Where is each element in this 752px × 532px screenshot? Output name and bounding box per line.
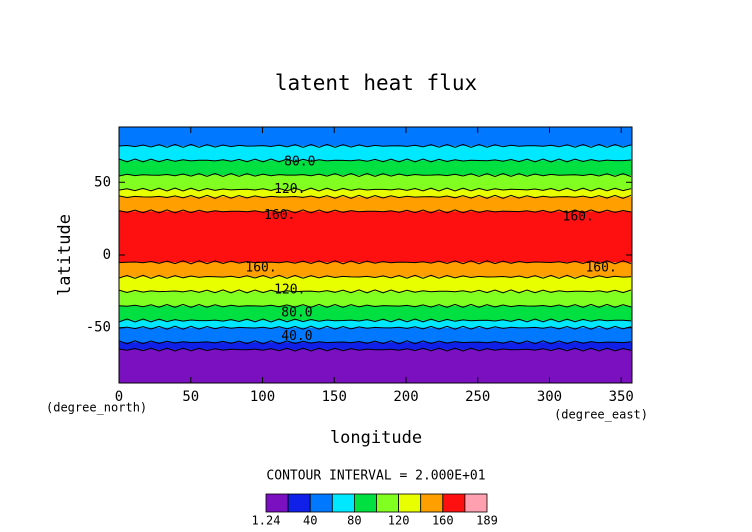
contour-line (118, 303, 632, 308)
colorbar-label: 80 (347, 514, 361, 528)
colorbar-box (442, 493, 466, 513)
contour-band (119, 255, 632, 263)
contour-band (119, 153, 632, 161)
contour-line (118, 143, 632, 148)
contour-label: 80.0 (284, 154, 315, 169)
colorbar-box (331, 493, 355, 513)
colorbar-box (464, 493, 488, 513)
contour-band (119, 211, 632, 220)
x-unit: (degree_east) (554, 408, 648, 422)
contour-band (119, 371, 632, 380)
contour-band (119, 298, 632, 307)
contour-band (119, 204, 632, 212)
contour-line (118, 289, 632, 294)
x-tick-label: 250 (465, 389, 490, 405)
contour-line (118, 187, 632, 192)
contour-line (118, 209, 632, 214)
colorbar-label: 120 (388, 514, 410, 528)
contour-band (119, 175, 632, 183)
contour-interval: CONTOUR INTERVAL = 2.000E+01 (266, 469, 485, 484)
y-tick-label: -50 (86, 320, 111, 336)
contour-band (119, 378, 632, 384)
contour-band (119, 335, 632, 343)
contour-line (118, 318, 632, 323)
contour-line (118, 172, 632, 178)
y-unit: (degree_north) (46, 401, 147, 415)
colorbar-box (353, 493, 377, 513)
contour-label: 160. (585, 261, 616, 276)
contour-line (118, 347, 632, 352)
contour-band (119, 233, 632, 241)
contour-label: 40.0 (281, 329, 312, 344)
contour-band (119, 196, 632, 205)
x-axis-label: longitude (330, 428, 422, 448)
x-tick-label: 50 (182, 389, 199, 405)
x-tick-label: 300 (537, 389, 562, 405)
x-tick-label: 150 (322, 389, 347, 405)
y-tick-label: 50 (94, 174, 111, 190)
contour-line (118, 274, 632, 279)
contour-band (119, 247, 632, 256)
contour-band (119, 269, 632, 278)
contour-line (118, 158, 632, 163)
contour-band (119, 342, 632, 351)
x-tick-label: 100 (250, 389, 275, 405)
contour-band (119, 225, 632, 234)
colorbar-box (376, 493, 400, 513)
y-axis-label: latitude (55, 214, 75, 296)
x-tick-label: 200 (393, 389, 418, 405)
contour-band (119, 182, 632, 191)
contour-line (118, 325, 632, 330)
contour-band (119, 160, 632, 169)
colorbar-box (398, 493, 422, 513)
contour-band (119, 131, 632, 140)
contour-line (118, 260, 632, 265)
contour-band (119, 189, 632, 198)
contour-line (118, 340, 632, 345)
contour-label: 160. (563, 210, 594, 225)
colorbar-label: 189 (476, 514, 498, 528)
contour-label: 160. (264, 208, 295, 223)
colorbar-box (309, 493, 333, 513)
colorbar-box (420, 493, 444, 513)
contour-label: 80.0 (281, 306, 312, 321)
contour-band (119, 138, 632, 147)
contour-label: 120. (274, 182, 305, 197)
contour-band (119, 145, 632, 154)
contour-band (119, 276, 632, 285)
contour-band (119, 167, 632, 176)
colorbar-box (265, 493, 289, 513)
x-tick-label: 350 (609, 389, 634, 405)
colorbar-label: 1.24 (252, 514, 281, 528)
contour-band (119, 313, 632, 321)
colorbar-label: 160 (432, 514, 454, 528)
contour-band (119, 262, 632, 271)
contour-label: 120. (274, 282, 305, 297)
contour-band (119, 356, 632, 365)
contour-band (119, 327, 632, 336)
contour-band (119, 218, 632, 227)
y-tick-label: 0 (103, 247, 111, 263)
contour-band (119, 240, 632, 249)
contour-band (119, 320, 632, 329)
colorbar-box (287, 493, 311, 513)
colorbar-label: 40 (303, 514, 317, 528)
x-tick-label: 0 (115, 389, 123, 405)
contour-band (119, 127, 632, 132)
contour-band (119, 305, 632, 314)
contour-band (119, 349, 632, 358)
contour-band (119, 291, 632, 300)
contour-band (119, 284, 632, 292)
chart-title: latent heat flux (275, 71, 477, 95)
contour-line (118, 194, 632, 199)
contour-label: 160. (245, 261, 276, 276)
contour-band (119, 364, 632, 372)
